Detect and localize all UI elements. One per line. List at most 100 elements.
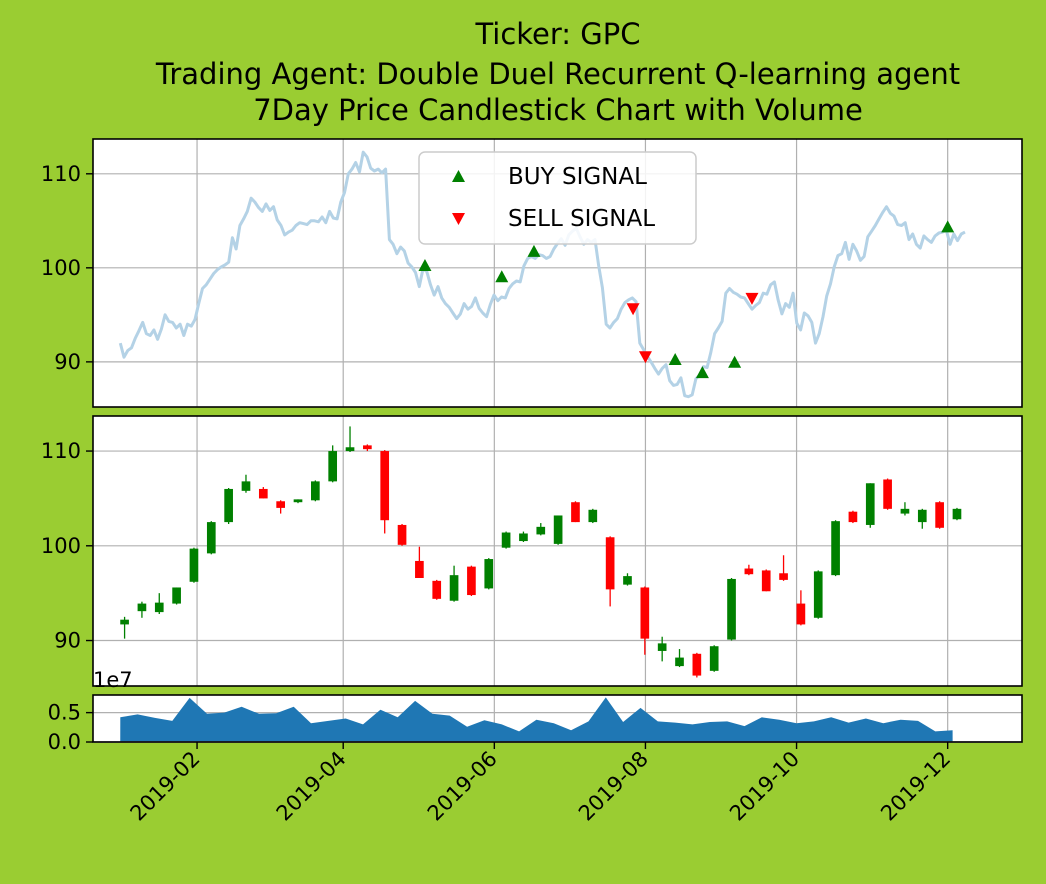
x-tick-label: 2019-06 <box>423 747 502 826</box>
volume-area <box>120 697 953 742</box>
y-tick-label: 110 <box>41 439 81 463</box>
sell-signal-marker <box>638 351 652 364</box>
candle-body <box>206 522 216 554</box>
candle-body <box>640 587 650 639</box>
candle-body <box>519 533 528 542</box>
legend-buy-label: BUY SIGNAL <box>508 164 647 190</box>
candle-body <box>258 488 268 499</box>
volume-panel: 0.00.5 1e7 <box>48 668 1023 754</box>
candle-body <box>501 532 511 548</box>
candle-body <box>484 559 494 589</box>
x-tick-label: 2019-04 <box>272 747 351 826</box>
chart-title-description: 7Day Price Candlestick Chart with Volume <box>253 93 863 127</box>
candle-body <box>137 603 147 612</box>
chart-title-ticker: Ticker: GPC <box>474 17 640 51</box>
candle-body <box>553 515 563 544</box>
volume-y-axis: 0.00.5 <box>48 701 93 754</box>
sell-signal-marker <box>626 303 640 316</box>
buy-signal-marker <box>418 258 432 271</box>
buy-signal-marker <box>941 220 955 233</box>
legend-box <box>418 151 697 245</box>
candle-body <box>311 481 320 501</box>
y-tick-label: 100 <box>41 534 81 558</box>
x-tick-label: 2019-12 <box>876 747 955 826</box>
candle-body <box>709 646 719 671</box>
candle-body <box>588 509 598 523</box>
chart-title-agent: Trading Agent: Double Duel Recurrent Q-l… <box>155 57 960 91</box>
y-tick-label: 0.0 <box>48 730 81 754</box>
candle-body <box>605 537 615 590</box>
candle-body <box>276 501 285 508</box>
y-tick-label: 110 <box>41 162 81 186</box>
candle-body <box>380 451 390 521</box>
candle-body <box>813 571 823 618</box>
candle-body <box>293 499 303 503</box>
volume-panel-frame <box>92 694 1023 743</box>
candle-body <box>692 653 702 676</box>
candle-body <box>172 587 181 604</box>
candle-body <box>831 521 840 576</box>
candle-body <box>189 548 199 582</box>
candle-body <box>345 447 355 452</box>
candle-body <box>796 603 806 625</box>
y-tick-label: 90 <box>54 629 81 653</box>
candle-body <box>241 481 251 491</box>
buy-signal-marker <box>728 355 742 368</box>
candlestick-y-axis: 90 100 110 <box>41 439 93 653</box>
candle-body <box>415 560 424 578</box>
x-tick-label: 2019-10 <box>725 747 804 826</box>
candle-body <box>224 488 233 523</box>
price-panel: 90 100 110 BUY SIGNAL SELL SIGNAL <box>41 138 1023 408</box>
candle-body <box>883 479 892 509</box>
candle-body <box>935 502 944 528</box>
buy-signal-marker <box>668 352 682 365</box>
candlestick-panel: 90 100 110 <box>41 415 1023 687</box>
legend-sell-marker <box>452 213 465 225</box>
candle-body <box>779 573 788 580</box>
candle-body <box>675 657 684 667</box>
candle-body <box>432 580 442 599</box>
candlestick-panel-frame <box>92 415 1023 687</box>
candle-body <box>657 643 667 651</box>
y-tick-label: 100 <box>41 256 81 280</box>
price-line <box>118 150 966 399</box>
x-tick-label: 2019-08 <box>574 747 653 826</box>
candle-body <box>761 570 771 592</box>
sell-signal-marker <box>745 292 759 305</box>
candle-body <box>727 578 736 640</box>
candle-body <box>120 619 129 625</box>
price-y-axis: 90 100 110 <box>41 162 93 374</box>
signal-markers-layer <box>418 220 955 379</box>
candle-body <box>848 511 858 523</box>
candle-body <box>952 508 962 520</box>
legend-sell-label: SELL SIGNAL <box>508 206 655 232</box>
candle-body <box>328 451 338 482</box>
candlestick-gridlines <box>93 416 1022 686</box>
candle-body <box>900 508 910 514</box>
candle-body <box>363 445 372 450</box>
candle-body <box>449 575 459 601</box>
legend: BUY SIGNAL SELL SIGNAL <box>418 151 697 245</box>
buy-signal-marker <box>527 244 541 257</box>
price-panel-frame <box>92 138 1023 408</box>
candle-body <box>623 576 632 585</box>
date-x-axis: 2019-02 2019-04 2019-06 2019-08 2019-10 2019-… <box>126 742 955 826</box>
candle-body <box>154 602 164 613</box>
candlestick-panel-background <box>93 416 1022 686</box>
candles-layer <box>120 426 962 678</box>
buy-signal-marker <box>495 270 509 283</box>
candle-body <box>865 483 875 525</box>
legend-buy-marker <box>452 170 465 182</box>
y-tick-label: 0.5 <box>48 701 81 725</box>
candle-body <box>571 502 580 523</box>
volume-scale-label: 1e7 <box>93 668 133 692</box>
candle-body <box>536 526 546 535</box>
y-tick-label: 90 <box>54 350 81 374</box>
candle-body <box>397 524 407 545</box>
price-line-layer <box>118 150 966 399</box>
candle-body <box>467 566 476 596</box>
buy-signal-marker <box>695 366 709 379</box>
candle-body <box>744 568 754 575</box>
candle-body <box>917 509 927 523</box>
